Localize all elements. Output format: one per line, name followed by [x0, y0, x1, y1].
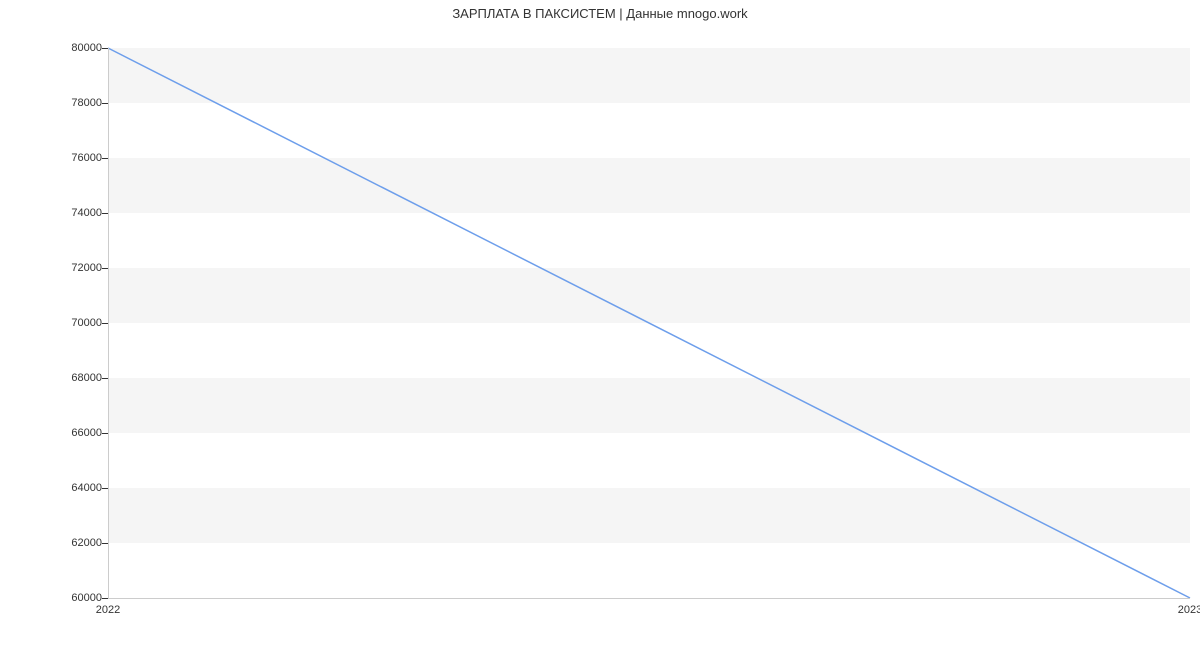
- y-tick-label: 76000: [12, 152, 102, 164]
- y-tick-label: 62000: [12, 537, 102, 549]
- y-tick-label: 66000: [12, 427, 102, 439]
- y-tick-label: 60000: [12, 592, 102, 604]
- salary-line-chart: ЗАРПЛАТА В ПАКСИСТЕМ | Данные mnogo.work…: [0, 0, 1200, 650]
- y-tick-label: 80000: [12, 42, 102, 54]
- y-tick-label: 74000: [12, 207, 102, 219]
- plot-area: [108, 48, 1190, 598]
- y-tick-label: 78000: [12, 97, 102, 109]
- x-axis-line: [108, 598, 1190, 599]
- y-tick-label: 72000: [12, 262, 102, 274]
- y-axis-line: [108, 48, 109, 598]
- series-line: [108, 48, 1190, 598]
- chart-title: ЗАРПЛАТА В ПАКСИСТЕМ | Данные mnogo.work: [0, 6, 1200, 21]
- x-tick-label: 2023: [1178, 604, 1200, 616]
- x-tick-label: 2022: [96, 604, 120, 616]
- y-tick-label: 70000: [12, 317, 102, 329]
- y-tick-label: 64000: [12, 482, 102, 494]
- y-tick-label: 68000: [12, 372, 102, 384]
